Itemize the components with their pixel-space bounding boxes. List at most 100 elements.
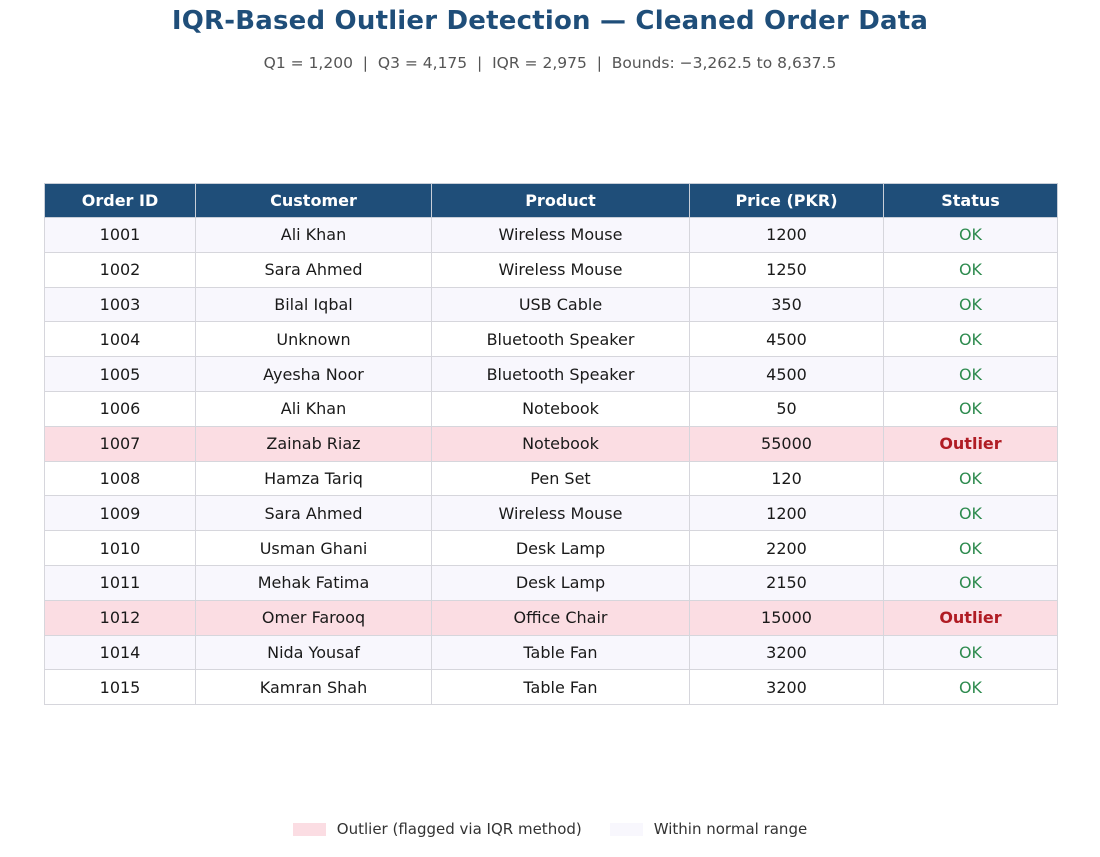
cell-price: 1250 <box>689 251 884 288</box>
cell-status: OK <box>883 634 1058 671</box>
cell-order-id: 1009 <box>44 495 196 532</box>
cell-price: 3200 <box>689 634 884 671</box>
table-row: 1008 Hamza Tariq Pen Set 120 OK <box>44 460 1058 497</box>
legend-item-outlier: Outlier (flagged via IQR method) <box>292 820 582 838</box>
cell-status: Outlier <box>883 599 1058 636</box>
cell-price: 120 <box>689 460 884 497</box>
cell-status: OK <box>883 530 1058 566</box>
cell-status: OK <box>883 356 1058 392</box>
chart-subtitle: Q1 = 1,200 | Q3 = 4,175 | IQR = 2,975 | … <box>263 54 837 72</box>
table-row: 1009 Sara Ahmed Wireless Mouse 1200 OK <box>44 495 1058 532</box>
column-header-order-id: Order ID <box>44 183 196 218</box>
table-row: 1007 Zainab Riaz Notebook 55000 Outlier <box>44 425 1058 462</box>
cell-customer: Unknown <box>195 321 432 358</box>
cell-status: OK <box>883 460 1058 497</box>
cell-status: OK <box>883 251 1058 288</box>
table-row: 1010 Usman Ghani Desk Lamp 2200 OK <box>44 530 1058 566</box>
cell-product: Bluetooth Speaker <box>431 321 690 358</box>
table-header-row: Order ID Customer Product Price (PKR) St… <box>44 183 1058 218</box>
cell-status: OK <box>883 669 1058 706</box>
table-body: 1001 Ali Khan Wireless Mouse 1200 OK 1002 Sara… <box>44 217 1058 706</box>
cell-price: 2200 <box>689 530 884 566</box>
table-row: 1005 Ayesha Noor Bluetooth Speaker 4500 OK <box>44 356 1058 392</box>
cell-order-id: 1003 <box>44 286 196 323</box>
cell-order-id: 1007 <box>44 425 196 462</box>
column-header-status: Status <box>883 183 1058 218</box>
cell-status: OK <box>883 286 1058 323</box>
cell-order-id: 1015 <box>44 669 196 706</box>
table-row: 1002 Sara Ahmed Wireless Mouse 1250 OK <box>44 251 1058 288</box>
cell-customer: Omer Farooq <box>195 599 432 636</box>
cell-customer: Zainab Riaz <box>195 425 432 462</box>
chart-title: IQR-Based Outlier Detection — Cleaned Or… <box>171 6 929 36</box>
table-row: 1011 Mehak Fatima Desk Lamp 2150 OK <box>44 564 1058 601</box>
legend: Outlier (flagged via IQR method) Within … <box>0 820 1100 838</box>
cell-order-id: 1014 <box>44 634 196 671</box>
cell-status: Outlier <box>883 425 1058 462</box>
cell-order-id: 1006 <box>44 390 196 427</box>
order-table: Order ID Customer Product Price (PKR) St… <box>44 183 1058 706</box>
cell-customer: Usman Ghani <box>195 530 432 566</box>
cell-product: Notebook <box>431 390 690 427</box>
table-row: 1001 Ali Khan Wireless Mouse 1200 OK <box>44 217 1058 253</box>
legend-label-outlier: Outlier (flagged via IQR method) <box>336 820 582 838</box>
table-row: 1012 Omer Farooq Office Chair 15000 Outlier <box>44 599 1058 636</box>
cell-product: Table Fan <box>431 669 690 706</box>
cell-order-id: 1011 <box>44 564 196 601</box>
legend-swatch-normal <box>609 822 643 836</box>
cell-order-id: 1004 <box>44 321 196 358</box>
column-header-customer: Customer <box>195 183 432 218</box>
cell-customer: Ayesha Noor <box>195 356 432 392</box>
cell-customer: Bilal Iqbal <box>195 286 432 323</box>
cell-product: Desk Lamp <box>431 530 690 566</box>
cell-price: 15000 <box>689 599 884 636</box>
cell-price: 4500 <box>689 321 884 358</box>
cell-price: 3200 <box>689 669 884 706</box>
cell-product: Pen Set <box>431 460 690 497</box>
cell-product: Table Fan <box>431 634 690 671</box>
cell-customer: Sara Ahmed <box>195 495 432 532</box>
legend-swatch-outlier <box>292 822 326 836</box>
cell-order-id: 1008 <box>44 460 196 497</box>
legend-item-normal: Within normal range <box>609 820 808 838</box>
cell-product: Wireless Mouse <box>431 251 690 288</box>
cell-status: OK <box>883 564 1058 601</box>
cell-price: 55000 <box>689 425 884 462</box>
cell-price: 50 <box>689 390 884 427</box>
table-row: 1014 Nida Yousaf Table Fan 3200 OK <box>44 634 1058 671</box>
cell-customer: Hamza Tariq <box>195 460 432 497</box>
cell-product: Desk Lamp <box>431 564 690 601</box>
cell-customer: Ali Khan <box>195 217 432 253</box>
cell-product: USB Cable <box>431 286 690 323</box>
column-header-product: Product <box>431 183 690 218</box>
cell-price: 350 <box>689 286 884 323</box>
cell-order-id: 1012 <box>44 599 196 636</box>
cell-status: OK <box>883 495 1058 532</box>
table-row: 1003 Bilal Iqbal USB Cable 350 OK <box>44 286 1058 323</box>
table-row: 1004 Unknown Bluetooth Speaker 4500 OK <box>44 321 1058 358</box>
cell-customer: Kamran Shah <box>195 669 432 706</box>
cell-customer: Sara Ahmed <box>195 251 432 288</box>
cell-order-id: 1001 <box>44 217 196 253</box>
cell-customer: Ali Khan <box>195 390 432 427</box>
cell-price: 1200 <box>689 495 884 532</box>
legend-label-normal: Within normal range <box>653 820 808 838</box>
cell-product: Wireless Mouse <box>431 495 690 532</box>
cell-product: Bluetooth Speaker <box>431 356 690 392</box>
cell-status: OK <box>883 321 1058 358</box>
table-row: 1006 Ali Khan Notebook 50 OK <box>44 390 1058 427</box>
cell-customer: Mehak Fatima <box>195 564 432 601</box>
cell-status: OK <box>883 217 1058 253</box>
cell-product: Notebook <box>431 425 690 462</box>
cell-price: 2150 <box>689 564 884 601</box>
column-header-price: Price (PKR) <box>689 183 884 218</box>
cell-order-id: 1002 <box>44 251 196 288</box>
cell-product: Office Chair <box>431 599 690 636</box>
cell-order-id: 1010 <box>44 530 196 566</box>
table-row: 1015 Kamran Shah Table Fan 3200 OK <box>44 669 1058 706</box>
cell-order-id: 1005 <box>44 356 196 392</box>
cell-status: OK <box>883 390 1058 427</box>
cell-customer: Nida Yousaf <box>195 634 432 671</box>
cell-product: Wireless Mouse <box>431 217 690 253</box>
cell-price: 1200 <box>689 217 884 253</box>
